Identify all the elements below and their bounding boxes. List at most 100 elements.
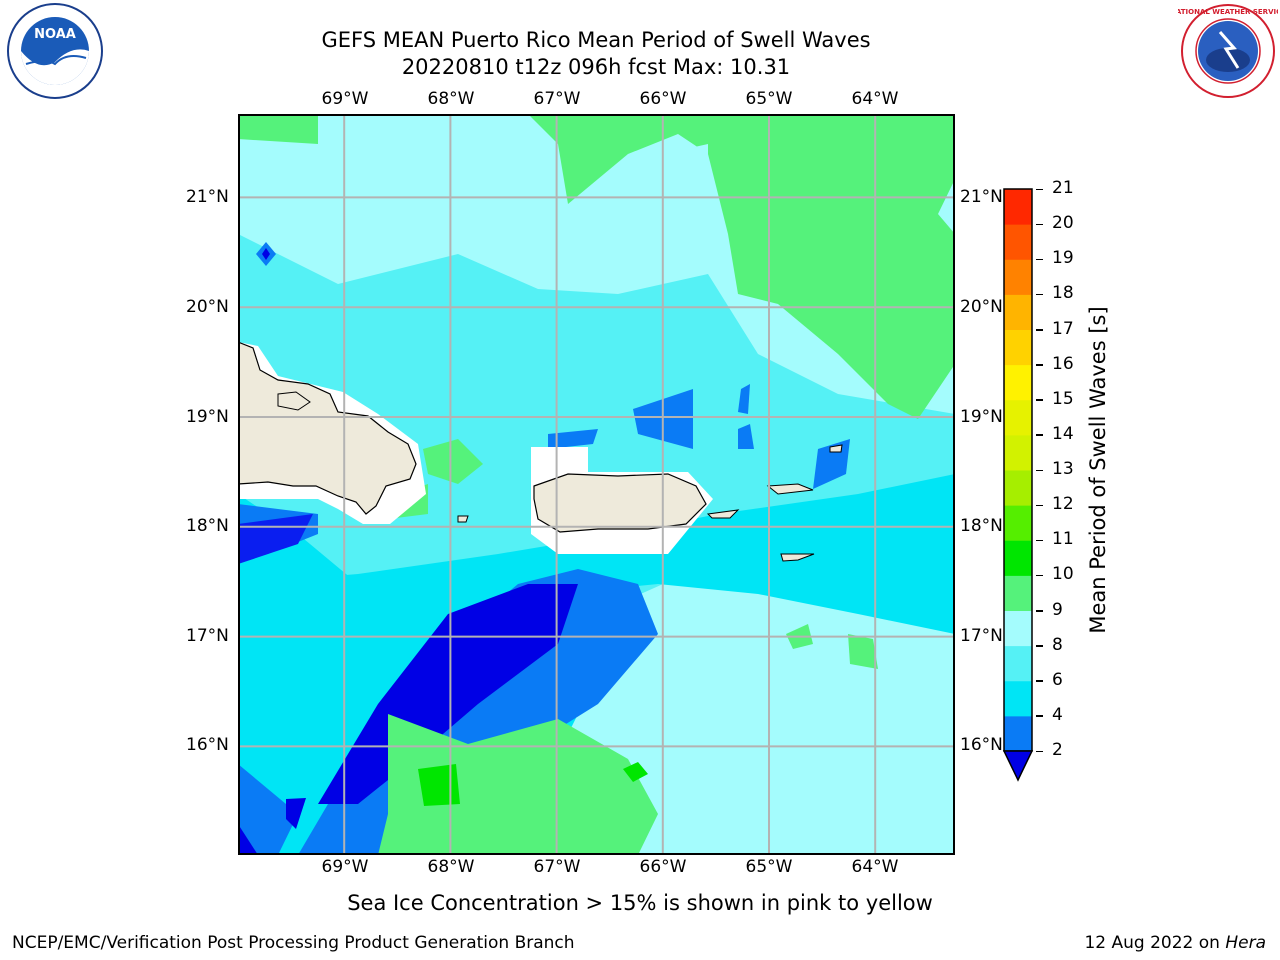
lon-label-top-66w: 66°W [639, 89, 687, 109]
lat-label-right-20n: 20°N [960, 297, 1003, 317]
colorbar-segment [1004, 505, 1032, 541]
map-subtitle: 20220810 t12z 096h fcst Max: 10.31 [401, 55, 791, 79]
colorbar-tick-label: 14 [1052, 423, 1074, 444]
colorbar-segment [1004, 189, 1032, 225]
colorbar-tick-mark [1036, 258, 1043, 261]
contour-9-10-nw [238, 114, 318, 144]
colorbar-tick-mark [1036, 504, 1043, 507]
colorbar-tick-label: 18 [1052, 283, 1074, 304]
swell-period-map [238, 114, 955, 855]
lat-label-right-16n: 16°N [960, 735, 1003, 755]
colorbar-segment [1004, 294, 1032, 330]
colorbar-tick-mark [1036, 329, 1043, 331]
puerto-rico-land [533, 473, 707, 533]
lon-label-top-68w: 68°W [427, 89, 475, 109]
contour-2-4-corner [238, 764, 298, 855]
colorbar-segment [1004, 259, 1032, 295]
mona-island-land [457, 515, 469, 523]
lat-label-right-17n: 17°N [960, 626, 1003, 646]
contour-8-9-pocket [663, 144, 708, 199]
hispaniola-land [238, 341, 417, 515]
colorbar-tick-label: 8 [1052, 634, 1063, 655]
colorbar-tick-label: 13 [1052, 459, 1074, 479]
contour-10-11 [418, 764, 460, 806]
contour-under-2 [318, 584, 578, 804]
lon-label-top-67w: 67°W [533, 89, 581, 109]
contour-under-2-spot2 [262, 248, 270, 260]
lat-label-left-19n: 19°N [186, 407, 229, 427]
lat-label-right-18n: 18°N [960, 516, 1003, 536]
colorbar-tick-label: 11 [1052, 529, 1074, 550]
vieques-land [706, 509, 740, 519]
footer-date: 12 Aug 2022 on Hera [1084, 933, 1266, 953]
lon-label-bottom-66w: 66°W [639, 857, 687, 877]
lon-label-bottom-69w: 69°W [321, 857, 369, 877]
contour-9-10-south [378, 714, 658, 855]
footer-branch: NCEP/EMC/Verification Post Processing Pr… [12, 933, 575, 953]
colorbar-tick-label: 9 [1052, 599, 1063, 620]
colorbar-tick-label: 2 [1052, 740, 1063, 760]
colorbar-ticks: 2 4 6 8 9 10 11 12 13 14 15 16 17 18 19 20 21 [1036, 178, 1096, 786]
noaa-logo-text: NOAA [34, 27, 76, 42]
colorbar-tick-label: 10 [1052, 564, 1074, 585]
colorbar-tick-label: 20 [1052, 213, 1074, 234]
contour-9-10-spot2 [848, 634, 878, 669]
contour-under-2-corner [238, 824, 258, 855]
colorbar-segment [1004, 610, 1032, 647]
lon-label-bottom-64w: 64°W [851, 857, 899, 877]
lat-label-right-21n: 21°N [960, 187, 1003, 207]
lon-label-top-69w: 69°W [321, 89, 369, 109]
contour-2-4-n [548, 429, 598, 449]
colorbar-segment [1004, 224, 1032, 260]
nws-ring-text: NATIONAL WEATHER SERVICE [1178, 8, 1278, 16]
lat-label-left-16n: 16°N [186, 735, 229, 755]
colorbar-segment [1004, 715, 1032, 752]
colorbar-tick-mark [1036, 188, 1043, 190]
colorbar-tick-mark [1036, 680, 1043, 682]
colorbar-tick-label: 21 [1052, 178, 1074, 198]
contour-10-11-spot [623, 762, 648, 782]
colorbar-label: Mean Period of Swell Waves [s] [1086, 306, 1110, 634]
colorbar-segment [1004, 329, 1032, 366]
colorbar-tick-mark [1036, 610, 1043, 612]
colorbar-tick-label: 15 [1052, 388, 1074, 409]
colorbar-tick-label: 6 [1052, 669, 1063, 690]
sea-ice-caption: Sea Ice Concentration > 15% is shown in … [347, 891, 933, 915]
colorbar-segments [1004, 189, 1032, 752]
colorbar-tick-mark [1036, 645, 1043, 647]
st-croix-land [780, 553, 815, 562]
lon-label-top-65w: 65°W [745, 89, 793, 109]
colorbar-extend-arrow [1002, 750, 1034, 782]
anegada-land [829, 444, 843, 453]
lat-label-left-18n: 18°N [186, 516, 229, 536]
colorbar-tick-mark [1036, 750, 1043, 752]
nws-logo: NATIONAL WEATHER SERVICE [1170, 2, 1280, 104]
footer-host: Hera [1225, 933, 1266, 953]
colorbar-tick-mark [1036, 364, 1043, 366]
lat-label-left-21n: 21°N [186, 187, 229, 207]
map-frame [238, 114, 955, 855]
colorbar-tick-label: 12 [1052, 494, 1074, 515]
tortuga-land [277, 391, 311, 411]
noaa-logo: NOAA [6, 2, 104, 104]
colorbar-segment [1004, 470, 1032, 506]
colorbar-tick-mark [1036, 469, 1043, 471]
lon-label-bottom-65w: 65°W [745, 857, 793, 877]
colorbar-tick-label: 16 [1052, 353, 1074, 374]
colorbar-segment [1004, 434, 1032, 471]
virgin-islands-land [766, 483, 814, 495]
colorbar-tick-mark [1036, 715, 1043, 717]
lon-label-bottom-67w: 67°W [533, 857, 581, 877]
colorbar-tick-mark [1036, 399, 1043, 401]
colorbar-tick-label: 17 [1052, 318, 1074, 339]
colorbar-tick-mark [1036, 539, 1043, 542]
colorbar-tick-mark [1036, 223, 1043, 226]
colorbar-tick-mark [1036, 293, 1043, 296]
contour-under-2-spot [286, 798, 306, 829]
colorbar-segment [1004, 645, 1032, 682]
colorbar-tick-mark [1036, 434, 1043, 436]
lon-label-top-64w: 64°W [851, 89, 899, 109]
lon-label-bottom-68w: 68°W [427, 857, 475, 877]
colorbar-segment [1004, 680, 1032, 717]
lat-label-right-19n: 19°N [960, 407, 1003, 427]
